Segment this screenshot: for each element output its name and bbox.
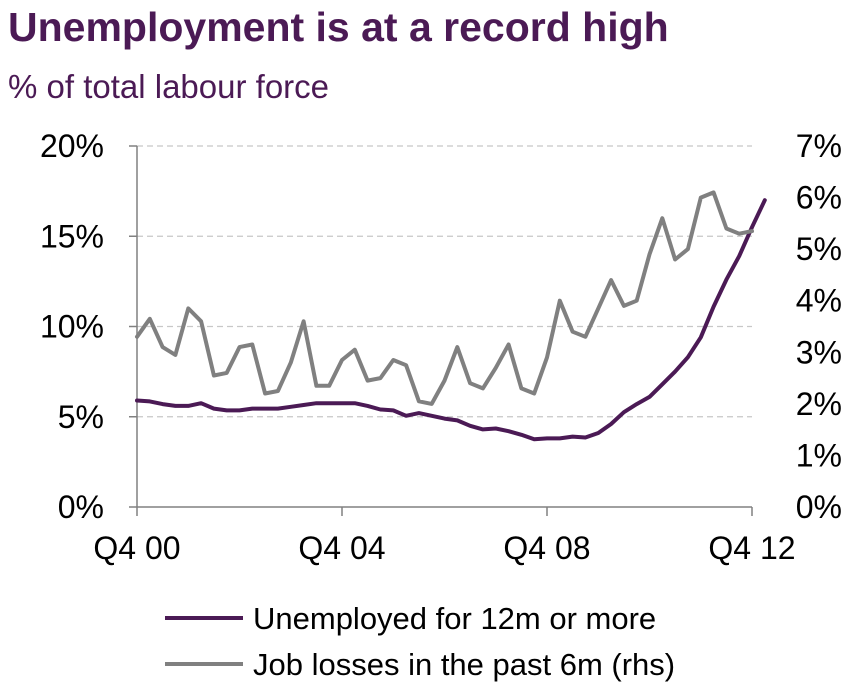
x-tick-label: Q4 00 xyxy=(93,530,180,566)
y-right-tick-label: 6% xyxy=(796,180,842,216)
y-right-tick-label: 5% xyxy=(796,231,842,267)
legend-label-job-losses: Job losses in the past 6m (rhs) xyxy=(253,647,675,682)
y-right-tick-label: 1% xyxy=(796,437,842,473)
chart-subtitle: % of total labour force xyxy=(8,68,330,105)
series-line-job-losses xyxy=(135,190,754,406)
y-right-tick-label: 4% xyxy=(796,283,842,319)
axes xyxy=(129,145,753,516)
y-right-tick-label: 7% xyxy=(796,128,842,164)
chart-title: Unemployment is at a record high xyxy=(8,4,669,50)
x-tick-label: Q4 12 xyxy=(708,530,795,566)
series-lines xyxy=(135,190,767,442)
y-left-tick-label: 0% xyxy=(58,489,104,525)
gridlines xyxy=(137,145,752,418)
y-right-tick-label: 0% xyxy=(796,489,842,525)
legend: Unemployed for 12m or more Job losses in… xyxy=(165,601,675,682)
legend-label-long-term: Unemployed for 12m or more xyxy=(253,601,656,636)
x-tick-label: Q4 08 xyxy=(503,530,590,566)
series-line-long-term-unemployed xyxy=(135,198,767,442)
y-left-tick-label: 20% xyxy=(40,128,104,164)
y-right-tick-label: 2% xyxy=(796,386,842,422)
x-tick-label: Q4 04 xyxy=(298,530,385,566)
y-left-tick-label: 5% xyxy=(58,399,104,435)
y-left-tick-label: 10% xyxy=(40,309,104,345)
tick-labels: 0% 5% 10% 15% 20% 0% 1% 2% 3% 4% 5% 6% 7% Q4 00 Q4 04 Q… xyxy=(40,128,842,566)
y-left-tick-label: 15% xyxy=(40,218,104,254)
y-right-tick-label: 3% xyxy=(796,334,842,370)
